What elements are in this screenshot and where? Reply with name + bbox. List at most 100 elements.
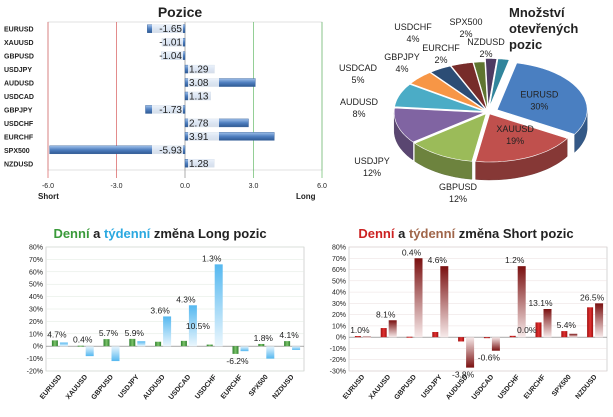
positions-value-label: -1.01 [159, 38, 182, 49]
long-value-label: 5.9% [125, 328, 145, 338]
positions-value-label-bg [188, 64, 219, 75]
long-category-label: AUDUSD [142, 374, 167, 401]
short-daily-bar [561, 331, 568, 338]
short-daily-bar [458, 337, 465, 342]
positions-value-label-bg [152, 37, 183, 48]
pie-slice-value-label: 12% [363, 168, 381, 178]
short-weekly-bar [388, 320, 397, 338]
long-y-tick: -10% [27, 356, 43, 363]
short-y-tick: 50% [332, 278, 346, 285]
positions-chart: Pozice -6.0 -3.0 0.0 3.0 6.0 EURUSD -1.65 XAUUS… [4, 4, 327, 201]
short-daily-bar [406, 336, 413, 338]
short-changes-title: Denní a týdenní změna Short pozic [358, 226, 573, 241]
long-title-part: změna Long pozic [150, 226, 266, 241]
short-weekly-bar [440, 266, 449, 338]
long-daily-bar [129, 338, 136, 347]
long-y-tick: 80% [29, 245, 43, 252]
long-category-label: SPX500 [248, 374, 270, 398]
positions-category-label: GBPUSD [4, 54, 34, 61]
pie-slice-value-label: 2% [434, 55, 447, 65]
short-weekly-bar [517, 266, 526, 338]
pie-title-line-2: otevřených [509, 21, 578, 36]
positions-value-label-bg [152, 50, 183, 61]
pie-slice-value-label: 5% [351, 75, 364, 85]
pie-slice [485, 58, 498, 107]
pie-slice [394, 83, 485, 112]
short-y-tick: 40% [332, 290, 346, 297]
positions-category-label: USDJPY [4, 67, 32, 74]
pie-slice-value-label: 4% [395, 64, 408, 74]
pie-slice [414, 113, 487, 162]
positions-value-label-bg [188, 91, 219, 101]
short-weekly-bar [466, 337, 475, 368]
positions-value-label-bg [188, 131, 219, 142]
pie-slice [473, 61, 488, 110]
short-category-label: USDCAD [471, 374, 496, 401]
long-extra-label: 10.5% [186, 321, 211, 331]
long-y-tick: 20% [29, 319, 43, 326]
short-y-tick: -30% [330, 369, 346, 376]
short-daily-bar [483, 337, 490, 339]
positions-category-label: NZDUSD [4, 161, 33, 168]
long-category-label: USDCAD [168, 374, 193, 401]
long-y-tick: -20% [27, 369, 43, 376]
positions-x-tick: -3.0 [110, 183, 122, 190]
short-y-tick: -20% [330, 357, 346, 364]
long-value-label: 1.8% [254, 333, 274, 343]
pie-slice-name-label: USDJPY [354, 156, 390, 166]
short-y-tick: 70% [332, 256, 346, 263]
positions-category-label: USDCHF [4, 121, 34, 128]
short-category-label: USDJPY [420, 374, 444, 400]
short-daily-bar [432, 331, 439, 338]
long-daily-bar [155, 341, 162, 347]
long-value-label: 4.7% [47, 329, 67, 339]
short-y-tick: 80% [332, 245, 346, 252]
long-y-tick: 40% [29, 294, 43, 301]
positions-long-label: Long [296, 192, 316, 201]
positions-value-label: 1.13 [189, 92, 209, 103]
positions-value-label-bg [188, 77, 219, 88]
short-title-part: týdenní [409, 226, 456, 241]
short-category-label: EURCHF [523, 373, 548, 400]
short-value-label: 5.4% [557, 320, 577, 330]
short-daily-bar [380, 328, 387, 338]
short-weekly-bar [414, 258, 423, 338]
positions-x-tick: -6.0 [42, 183, 54, 190]
pie-slice [410, 72, 486, 111]
long-title-part: Denní [53, 226, 90, 241]
long-changes-title: Denní a týdenní změna Long pozic [53, 226, 266, 241]
short-plot-area [348, 246, 608, 372]
long-weekly-bar [59, 342, 68, 347]
pie-slice-value-label: 19% [506, 136, 524, 146]
long-value-label: -6.2% [226, 356, 249, 366]
pie-slice-name-label: GBPJPY [384, 52, 420, 62]
pie-slice [430, 65, 487, 111]
positions-category-label: SPX500 [4, 148, 30, 155]
long-y-tick: 70% [29, 257, 43, 264]
short-value-label: -0.6% [478, 353, 501, 363]
pie-slice-name-label: NZDUSD [467, 37, 505, 47]
long-daily-bar [180, 340, 187, 347]
short-daily-bar [509, 335, 516, 338]
pie-slice [489, 58, 510, 107]
long-category-label: NZDUSD [272, 374, 296, 401]
pie-slice-value-label: 2% [479, 49, 492, 59]
short-value-label: 13.1% [528, 298, 553, 308]
long-y-tick: 30% [29, 307, 43, 314]
short-weekly-bar [491, 337, 500, 351]
positions-x-tick: 6.0 [317, 183, 327, 190]
long-value-label: 0.4% [73, 335, 93, 345]
positions-x-tick: 3.0 [249, 183, 259, 190]
long-weekly-bar [111, 346, 120, 362]
positions-x-tick: 0.0 [180, 183, 190, 190]
short-value-label: 1.2% [505, 255, 525, 265]
long-weekly-bar [188, 305, 197, 347]
pie-slice-value-label: 2% [459, 29, 472, 39]
long-value-label: 5.7% [99, 328, 119, 338]
short-daily-bar [535, 322, 542, 338]
long-value-label: 3.6% [150, 305, 170, 315]
long-category-label: GBPUSD [90, 374, 115, 401]
positions-category-label: EURCHF [4, 134, 34, 141]
long-weekly-bar [85, 346, 94, 357]
long-daily-bar [258, 343, 265, 347]
